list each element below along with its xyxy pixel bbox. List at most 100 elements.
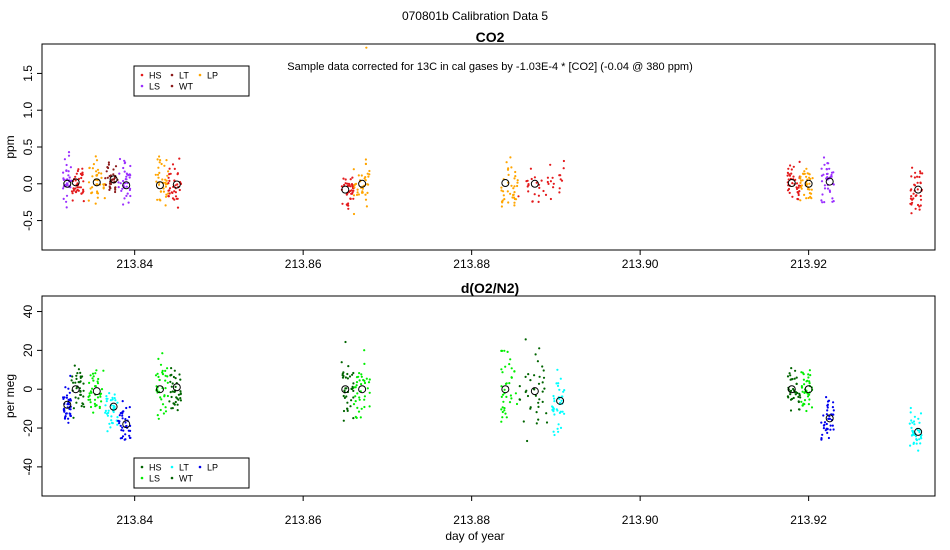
o2n2-legend-ls-marker bbox=[140, 476, 144, 480]
o2n2-data-point-ls bbox=[161, 352, 164, 355]
o2n2-data-point-hs bbox=[524, 338, 527, 341]
co2-data-point-lp bbox=[95, 183, 98, 186]
o2n2-data-point-lt bbox=[562, 390, 565, 393]
co2-data-point-ls bbox=[125, 194, 128, 197]
o2n2-data-point-lt bbox=[553, 413, 556, 416]
o2n2-data-point-hs bbox=[797, 395, 800, 398]
co2-data-point-wt bbox=[112, 168, 115, 171]
o2n2-data-point-lt bbox=[551, 405, 554, 408]
co2-data-point-hs bbox=[77, 168, 80, 171]
co2-data-point-hs bbox=[546, 176, 550, 179]
o2n2-data-point-hs bbox=[794, 391, 798, 394]
o2n2-data-point-hs bbox=[74, 396, 77, 399]
co2-mean-marker bbox=[155, 181, 164, 190]
o2n2-data-point-hs bbox=[538, 375, 541, 378]
o2n2-data-point-hs bbox=[798, 394, 801, 397]
o2n2-data-point-lt bbox=[919, 412, 923, 415]
co2-data-point-lp bbox=[800, 184, 804, 187]
o2n2-data-point-ls bbox=[166, 375, 169, 378]
co2-data-point-lp bbox=[514, 170, 517, 174]
o2n2-data-point-hs bbox=[350, 399, 353, 402]
o2n2-data-point-lp bbox=[65, 396, 68, 399]
o2n2-data-point-ls bbox=[500, 420, 503, 423]
o2n2-data-point-ls bbox=[166, 367, 169, 370]
co2-data-point-lp bbox=[513, 191, 516, 194]
o2n2-mean-marker bbox=[556, 396, 565, 405]
o2n2-data-point-lp bbox=[118, 420, 121, 423]
o2n2-mean-marker bbox=[341, 385, 350, 394]
co2-data-point-lp bbox=[810, 188, 813, 191]
co2-data-point-ls bbox=[123, 162, 126, 165]
o2n2-data-point-ls bbox=[366, 387, 369, 390]
co2-data-point-hs bbox=[168, 192, 171, 195]
o2n2-data-point-ls bbox=[360, 383, 363, 386]
co2-data-point-wt bbox=[112, 173, 115, 176]
o2n2-data-point-ls bbox=[805, 409, 808, 413]
o2n2-data-point-ls bbox=[87, 398, 90, 401]
o2n2-data-point-hs bbox=[518, 385, 521, 388]
o2n2-data-point-lt bbox=[110, 415, 113, 418]
co2-data-point-ls bbox=[129, 164, 132, 168]
o2n2-data-point-hs bbox=[179, 378, 182, 381]
o2n2-data-point-hs bbox=[545, 412, 548, 415]
co2-data-point-ls bbox=[826, 187, 830, 190]
co2-data-point-ls bbox=[125, 178, 128, 181]
co2-data-point-hs bbox=[350, 189, 353, 192]
co2-data-point-hs bbox=[75, 190, 78, 193]
co2-data-point-lp bbox=[87, 181, 91, 184]
o2n2-data-point-ls bbox=[508, 382, 511, 385]
o2n2-data-point-ls bbox=[504, 365, 507, 368]
co2-data-point-lp bbox=[95, 159, 99, 162]
o2n2-data-point-lt bbox=[557, 382, 560, 385]
o2n2-data-point-hs bbox=[529, 379, 532, 382]
o2n2-data-point-ls bbox=[803, 399, 807, 402]
o2n2-mean-marker bbox=[914, 427, 923, 436]
co2-data-point-lp bbox=[158, 171, 161, 174]
co2-data-point-hs bbox=[790, 168, 793, 171]
co2-data-point-hs bbox=[168, 179, 171, 182]
o2n2-data-point-lp bbox=[826, 403, 830, 406]
co2-data-point-hs bbox=[349, 178, 352, 181]
o2n2-data-point-ls bbox=[360, 407, 363, 410]
co2-data-point-hs bbox=[77, 189, 80, 192]
co2-data-point-hs bbox=[77, 186, 81, 189]
co2-data-point-hs bbox=[797, 193, 800, 197]
o2n2-data-point-lt bbox=[104, 404, 107, 407]
o2n2-data-point-lp bbox=[67, 387, 70, 390]
co2-data-point-hs bbox=[173, 198, 176, 201]
co2-data-point-hs bbox=[171, 163, 175, 166]
co2-data-point-hs bbox=[176, 206, 180, 209]
o2n2-data-point-hs bbox=[83, 405, 86, 408]
o2n2-data-point-hs bbox=[169, 380, 172, 383]
co2-data-point-hs bbox=[170, 191, 173, 194]
co2-data-point-ls bbox=[122, 179, 125, 183]
o2n2-data-point-lp bbox=[828, 415, 831, 418]
co2-data-point-hs bbox=[80, 176, 83, 180]
co2-data-point-lp bbox=[799, 181, 802, 184]
o2n2-data-point-ls bbox=[99, 392, 103, 395]
co2-correction-note: Sample data corrected for 13C in cal gas… bbox=[287, 61, 693, 73]
co2-data-point-hs bbox=[76, 186, 79, 189]
o2n2-data-point-ls bbox=[807, 376, 810, 379]
co2-data-point-wt bbox=[107, 163, 110, 166]
o2n2-data-point-lp bbox=[826, 406, 829, 409]
co2-data-point-hs bbox=[788, 191, 791, 194]
o2n2-mean-marker bbox=[63, 400, 72, 409]
o2n2-data-point-hs bbox=[790, 367, 793, 370]
o2n2-data-point-hs bbox=[179, 399, 182, 402]
co2-data-point-hs bbox=[351, 184, 354, 187]
co2-data-point-hs bbox=[919, 198, 923, 201]
co2-data-point-hs bbox=[916, 181, 919, 184]
co2-data-point-ls bbox=[67, 174, 70, 177]
o2n2-data-point-ls bbox=[88, 392, 91, 395]
co2-data-point-hs bbox=[551, 176, 554, 179]
o2n2-data-point-ls bbox=[159, 363, 163, 366]
co2-data-point-hs bbox=[81, 171, 84, 174]
co2-data-point-ls bbox=[67, 170, 70, 173]
o2n2-data-point-lp bbox=[62, 407, 66, 410]
o2n2-data-point-hs bbox=[72, 416, 75, 419]
o2n2-data-point-hs bbox=[786, 395, 790, 398]
co2-data-point-lp bbox=[164, 183, 167, 186]
o2n2-data-point-hs bbox=[352, 382, 355, 385]
